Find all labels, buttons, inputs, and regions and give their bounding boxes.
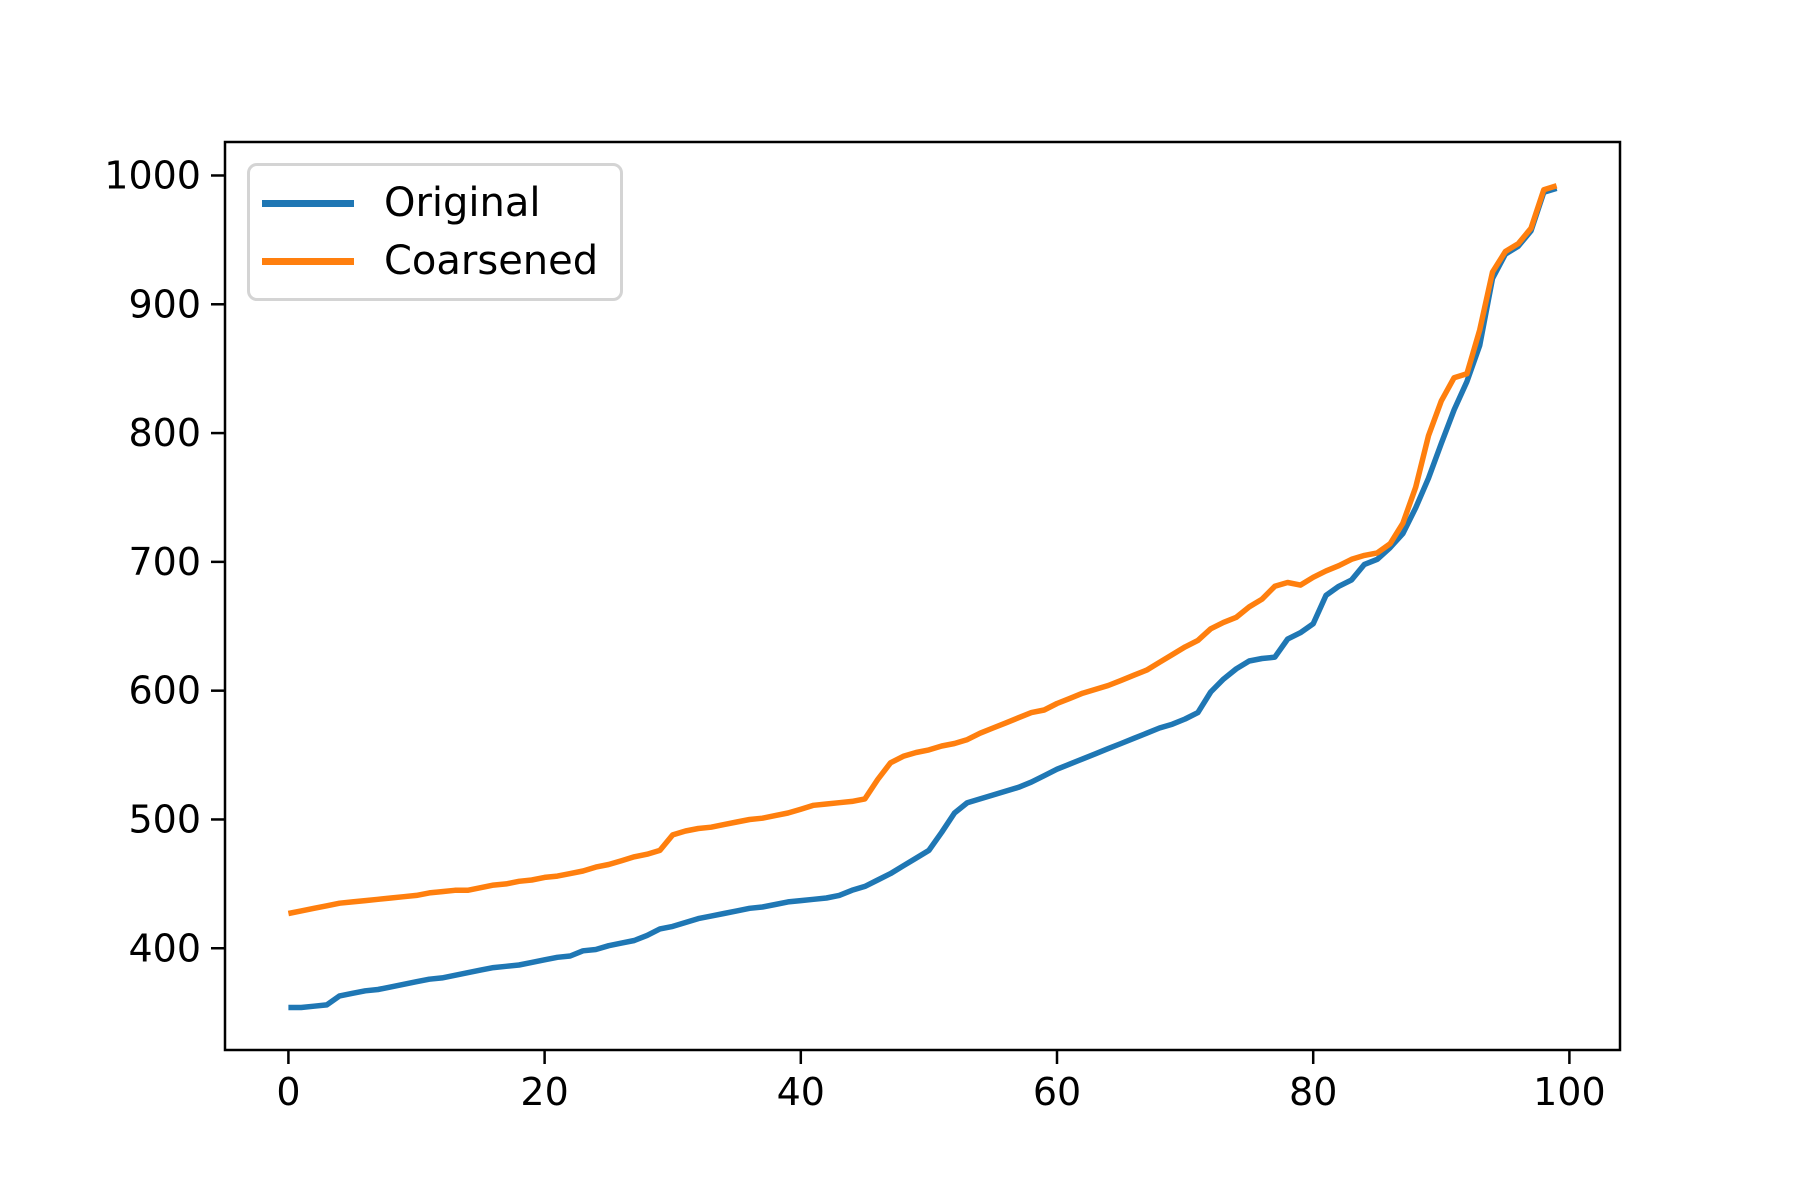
y-tick-label: 800 xyxy=(128,411,201,455)
legend-item-coarsened: Coarsened xyxy=(262,232,620,290)
y-tick-label: 900 xyxy=(128,282,201,326)
y-tick-label: 400 xyxy=(128,926,201,970)
series-line-original xyxy=(288,185,1558,1011)
y-tick-label: 600 xyxy=(128,669,201,713)
coarsened-line-swatch xyxy=(262,257,354,265)
y-tick-label: 1000 xyxy=(104,153,201,197)
x-tick-label: 60 xyxy=(1033,1070,1081,1114)
legend-label-original: Original xyxy=(384,180,541,226)
y-tick-label: 700 xyxy=(128,540,201,584)
x-tick-label: 40 xyxy=(777,1070,825,1114)
y-tick-label: 500 xyxy=(128,797,201,841)
legend: Original Coarsened xyxy=(247,163,623,301)
x-tick-label: 0 xyxy=(276,1070,300,1114)
series-line-coarsened xyxy=(287,183,1558,917)
legend-label-coarsened: Coarsened xyxy=(384,238,599,284)
x-tick-label: 100 xyxy=(1533,1070,1606,1114)
axes-spines xyxy=(223,140,1622,1052)
x-tick-label: 80 xyxy=(1289,1070,1337,1114)
x-tick-label: 20 xyxy=(520,1070,568,1114)
legend-item-original: Original xyxy=(262,174,620,232)
original-line-swatch xyxy=(262,199,354,207)
